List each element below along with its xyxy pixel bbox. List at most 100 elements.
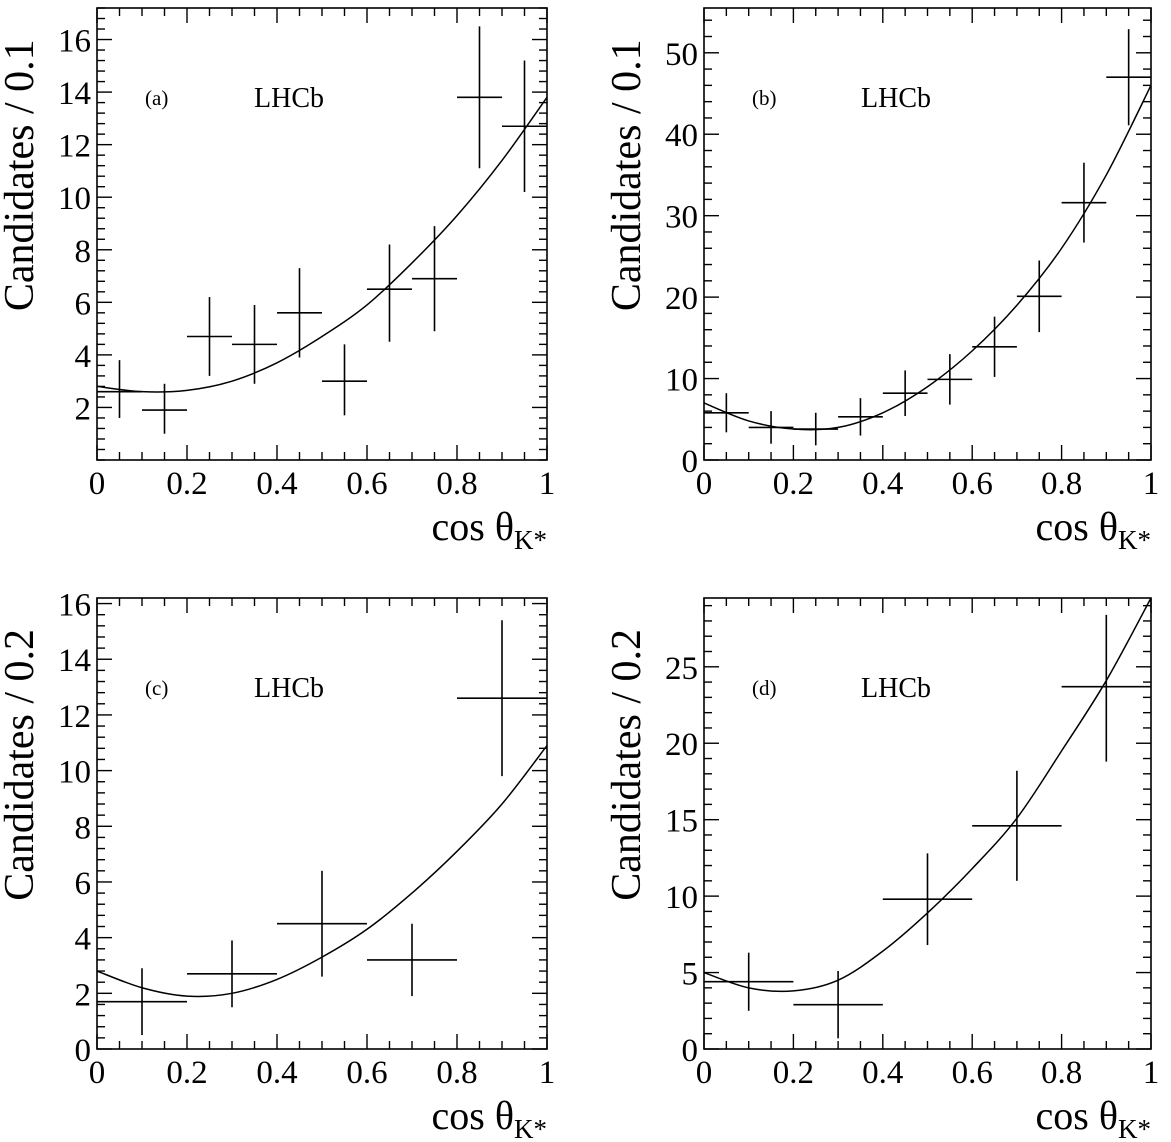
x-tick-label: 0: [89, 1055, 106, 1091]
x-axis-label-subscript: K*: [1118, 1114, 1151, 1142]
x-tick-label: 0.6: [346, 466, 387, 502]
data-point: [882, 370, 928, 417]
x-tick-label: 0.6: [952, 1055, 993, 1091]
y-axis-label: Candidates / 0.2: [604, 629, 650, 901]
data-point: [367, 923, 457, 997]
data-point: [97, 968, 187, 1036]
data-point: [793, 412, 839, 446]
y-tick-label: 6: [75, 286, 92, 322]
x-axis-label-subscript: K*: [1118, 525, 1151, 555]
y-tick-label: 10: [58, 181, 91, 217]
y-tick-label: 5: [682, 957, 699, 993]
y-tick-label: 0: [682, 444, 699, 480]
data-point: [367, 244, 412, 342]
y-tick-label: 12: [58, 699, 91, 735]
y-tick-label: 16: [58, 588, 91, 624]
panel-label: (c): [145, 676, 168, 700]
x-tick-label: 1: [539, 466, 556, 502]
x-axis-label-subscript: K*: [514, 1114, 547, 1142]
y-tick-label: 2: [75, 391, 92, 427]
fit-curve: [704, 598, 1151, 993]
x-tick-label: 0.4: [862, 466, 903, 502]
data-point: [972, 770, 1062, 881]
x-tick-label: 0.8: [436, 466, 477, 502]
data-point: [457, 26, 502, 169]
x-tick-label: 1: [1143, 466, 1160, 502]
data-point: [97, 360, 142, 418]
x-tick-label: 1: [539, 1055, 556, 1091]
y-tick-label: 2: [75, 977, 92, 1013]
data-point: [412, 226, 457, 332]
y-axis-label: Candidates / 0.2: [0, 629, 43, 901]
data-point: [187, 297, 232, 376]
data-point: [142, 383, 187, 434]
data-point: [704, 393, 749, 433]
experiment-label: LHCb: [254, 83, 324, 114]
data-point: [277, 870, 367, 977]
y-tick-label: 4: [75, 922, 92, 958]
y-tick-label: 10: [58, 755, 91, 791]
x-axis-label: cos θK*: [1036, 504, 1151, 555]
data-point: [502, 60, 547, 192]
y-tick-label: 25: [665, 651, 698, 687]
x-axis-label: cos θK*: [432, 1093, 547, 1142]
x-tick-label: 0.4: [862, 1055, 903, 1091]
experiment-label: LHCb: [861, 83, 931, 114]
y-tick-label: 20: [665, 281, 698, 317]
y-tick-label: 10: [665, 363, 698, 399]
data-point: [748, 411, 794, 444]
data-point: [1106, 29, 1151, 126]
y-tick-label: 8: [75, 234, 92, 270]
experiment-label: LHCb: [861, 673, 931, 704]
x-tick-label: 0.8: [1041, 1055, 1082, 1091]
data-point: [882, 853, 973, 946]
y-tick-label: 40: [665, 118, 698, 154]
experiment-label: LHCb: [254, 673, 324, 704]
x-tick-label: 0.2: [773, 466, 814, 502]
plot-frame: [96, 597, 548, 1050]
panel-label: (b): [752, 86, 777, 110]
y-tick-label: 50: [665, 37, 698, 73]
x-tick-label: 0.2: [166, 466, 207, 502]
data-point: [1061, 614, 1151, 762]
data-point: [793, 971, 883, 1039]
y-axis-label: Candidates / 0.1: [604, 39, 650, 311]
y-tick-label: 16: [58, 24, 91, 60]
data-point: [187, 940, 277, 1008]
data-point: [927, 354, 973, 405]
y-tick-label: 6: [75, 866, 92, 902]
x-tick-label: 0.8: [1041, 466, 1082, 502]
x-tick-label: 0.8: [436, 1055, 477, 1091]
x-axis-label: cos θK*: [432, 504, 547, 555]
y-tick-label: 15: [665, 804, 698, 840]
y-tick-label: 10: [665, 880, 698, 916]
fit-curve: [704, 85, 1151, 431]
x-tick-label: 0.6: [952, 466, 993, 502]
x-tick-label: 0: [696, 466, 713, 502]
y-tick-label: 14: [58, 76, 91, 112]
y-tick-label: 30: [665, 200, 698, 236]
x-tick-label: 0.2: [773, 1055, 814, 1091]
x-tick-label: 0.2: [166, 1055, 207, 1091]
data-point: [232, 304, 277, 384]
y-axis-label: Candidates / 0.1: [0, 39, 43, 311]
x-tick-label: 0.6: [346, 1055, 387, 1091]
x-tick-label: 0: [696, 1055, 713, 1091]
data-point: [838, 398, 883, 436]
panel-label: (a): [145, 86, 168, 110]
y-tick-label: 8: [75, 810, 92, 846]
panel-label: (d): [752, 676, 777, 700]
x-tick-label: 0: [89, 466, 106, 502]
x-axis-label: cos θK*: [1036, 1093, 1151, 1142]
y-tick-label: 4: [75, 339, 92, 375]
y-tick-label: 0: [682, 1033, 699, 1069]
data-point: [1016, 260, 1062, 333]
x-tick-label: 1: [1143, 1055, 1160, 1091]
data-point: [277, 268, 322, 358]
y-tick-label: 0: [75, 1033, 92, 1069]
